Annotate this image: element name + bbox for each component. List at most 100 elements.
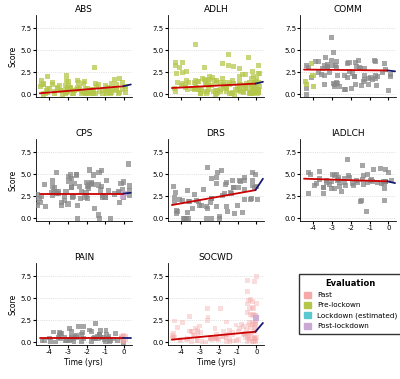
Point [83, 189, 89, 195]
Point [204, 215, 210, 221]
Point [255, 90, 262, 96]
Point [253, 183, 260, 189]
Point [212, 334, 219, 340]
Point [246, 335, 252, 341]
Point [87, 327, 93, 333]
Point [381, 185, 387, 191]
Point [93, 84, 100, 90]
Point [256, 90, 262, 96]
Point [52, 185, 58, 191]
Point [248, 82, 254, 88]
Point [58, 203, 64, 209]
Point [326, 182, 333, 188]
Point [237, 83, 243, 89]
Point [209, 75, 215, 81]
Point [220, 192, 226, 198]
Point [100, 194, 106, 200]
Point [236, 178, 243, 184]
Point [382, 167, 388, 173]
Point [198, 91, 204, 97]
Point [378, 166, 384, 172]
Point [353, 177, 360, 183]
Point [37, 83, 43, 89]
Title: PAIN: PAIN [74, 254, 94, 263]
Point [108, 86, 115, 92]
Point [252, 171, 259, 177]
Point [41, 337, 48, 343]
Point [203, 204, 209, 210]
Point [56, 333, 63, 339]
Point [215, 90, 221, 96]
Point [105, 188, 112, 194]
Point [68, 184, 75, 190]
Point [74, 334, 80, 340]
Point [91, 64, 98, 70]
Point [204, 305, 210, 312]
Point [86, 186, 92, 192]
Point [250, 177, 256, 183]
Point [179, 80, 186, 86]
Point [208, 215, 214, 221]
Point [60, 91, 66, 97]
Point [213, 335, 220, 341]
Point [242, 82, 248, 88]
Point [324, 63, 330, 69]
Point [246, 91, 253, 97]
Point [246, 80, 253, 86]
Point [248, 84, 254, 90]
Point [51, 88, 58, 94]
Point [206, 74, 212, 80]
Point [360, 78, 367, 85]
Point [192, 77, 198, 83]
Point [249, 338, 255, 345]
Point [245, 54, 252, 60]
Point [212, 77, 218, 83]
Point [119, 187, 126, 193]
Point [58, 330, 65, 336]
Point [380, 178, 386, 184]
Point [53, 169, 60, 175]
Point [192, 41, 199, 47]
Point [76, 183, 82, 190]
Point [89, 329, 95, 335]
Point [223, 203, 230, 209]
Point [50, 79, 56, 85]
Point [356, 58, 362, 64]
Point [371, 58, 378, 64]
Point [252, 319, 258, 326]
Point [334, 79, 340, 85]
Point [242, 196, 248, 202]
Point [335, 178, 341, 184]
Point [382, 197, 388, 203]
Point [89, 91, 96, 97]
Point [255, 87, 261, 93]
Point [62, 193, 68, 199]
Point [118, 180, 124, 186]
Point [192, 85, 198, 91]
Point [88, 338, 94, 345]
Point [213, 331, 220, 337]
Point [200, 76, 206, 82]
Point [103, 91, 109, 97]
Point [341, 73, 348, 79]
Point [252, 88, 258, 94]
Point [248, 332, 255, 338]
Point [256, 70, 262, 77]
Point [95, 182, 102, 188]
Point [248, 89, 255, 95]
Point [115, 188, 121, 194]
Point [62, 90, 68, 96]
Point [212, 325, 218, 331]
Point [240, 332, 246, 338]
Point [75, 87, 82, 93]
Point [251, 279, 257, 285]
Point [223, 332, 230, 338]
Point [250, 90, 256, 96]
Point [249, 322, 256, 328]
Point [336, 180, 343, 186]
Point [252, 335, 258, 341]
Point [346, 174, 353, 180]
Point [246, 305, 252, 311]
Point [248, 197, 254, 203]
Point [121, 339, 127, 345]
